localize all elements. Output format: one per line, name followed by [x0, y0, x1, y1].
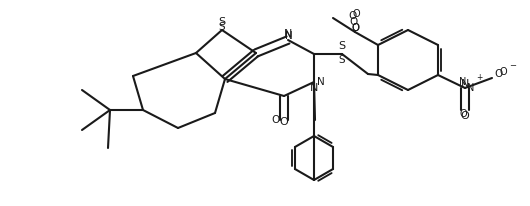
Text: N: N: [467, 83, 475, 93]
Text: −: −: [509, 62, 517, 70]
Text: N: N: [461, 79, 469, 89]
Text: O: O: [271, 115, 279, 125]
Text: O: O: [280, 117, 288, 127]
Text: O: O: [349, 17, 357, 27]
Text: N: N: [317, 77, 325, 87]
Text: O: O: [351, 23, 359, 33]
Text: N: N: [310, 83, 318, 93]
Text: O: O: [461, 111, 470, 121]
Text: S: S: [218, 17, 226, 27]
Text: S: S: [339, 55, 346, 65]
Text: N: N: [285, 31, 293, 41]
Text: N: N: [284, 29, 292, 39]
Text: O: O: [352, 9, 360, 19]
Text: S: S: [219, 22, 225, 32]
Text: O: O: [494, 69, 502, 79]
Text: O: O: [348, 11, 356, 21]
Text: N: N: [460, 77, 467, 87]
Text: S: S: [339, 41, 346, 51]
Text: O: O: [351, 23, 359, 33]
Text: O: O: [459, 109, 467, 119]
Text: O: O: [499, 67, 507, 77]
Text: +: +: [476, 74, 482, 82]
